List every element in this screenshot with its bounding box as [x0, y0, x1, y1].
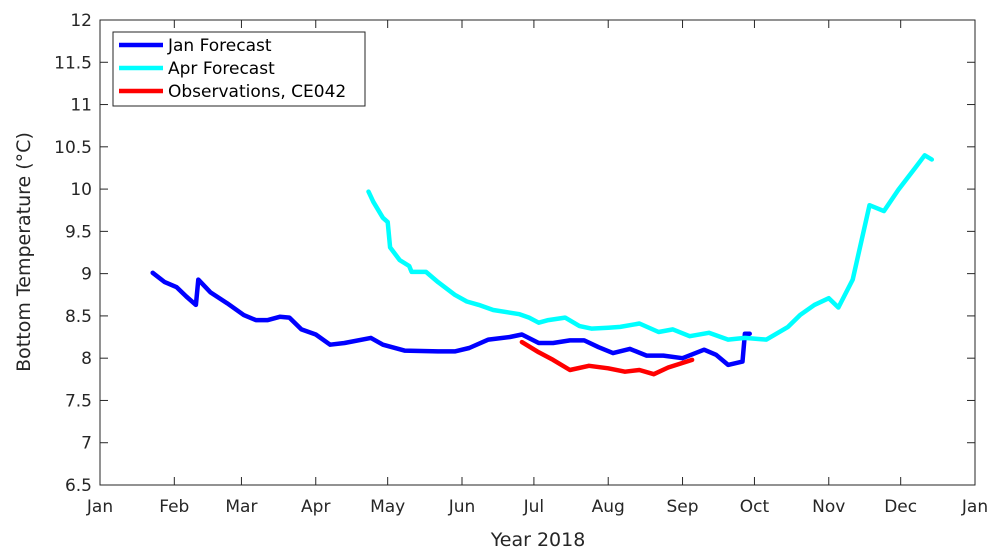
x-tick-label: Mar	[225, 497, 257, 517]
x-tick-label: Jan	[86, 497, 113, 517]
y-tick-label: 11.5	[54, 53, 92, 73]
x-tick-label: Jan	[961, 497, 988, 517]
series-line-observations-ce042	[519, 339, 695, 377]
y-tick-label: 12	[70, 11, 92, 31]
x-tick-label: Feb	[159, 497, 189, 517]
y-tick-label: 8	[81, 349, 92, 369]
x-axis-label: Year 2018	[490, 529, 586, 551]
x-tick-label: Apr	[301, 497, 330, 517]
y-tick-label: 10.5	[54, 138, 92, 158]
legend-label-observations-ce042: Observations, CE042	[168, 82, 346, 102]
y-tick-label: 9	[81, 265, 92, 285]
legend: Jan Forecast Apr Forecast Observations, CE…	[112, 31, 366, 107]
x-tick-label: Aug	[592, 497, 625, 517]
x-tick-label: Dec	[884, 497, 917, 517]
x-tick-label: Nov	[812, 497, 845, 517]
y-tick-label: 10	[70, 180, 92, 200]
y-tick-label: 6.5	[65, 476, 92, 496]
y-tick-label: 11	[70, 96, 92, 116]
series-line-jan-forecast	[150, 270, 752, 368]
legend-label-apr-forecast: Apr Forecast	[168, 59, 275, 79]
y-axis-label: Bottom Temperature (°C)	[13, 132, 35, 372]
x-tick-label: Sep	[667, 497, 699, 517]
y-tick-label: 7.5	[65, 391, 92, 411]
series-line-apr-forecast	[366, 153, 935, 342]
x-tick-label: Jul	[523, 497, 545, 517]
x-tick-label: Jun	[448, 497, 476, 517]
y-tick-label: 9.5	[65, 222, 92, 242]
y-tick-label: 8.5	[65, 307, 92, 327]
y-tick-label: 7	[81, 434, 92, 454]
legend-label-jan-forecast: Jan Forecast	[167, 36, 272, 56]
x-tick-label: May	[370, 497, 405, 517]
x-tick-label: Oct	[740, 497, 770, 517]
